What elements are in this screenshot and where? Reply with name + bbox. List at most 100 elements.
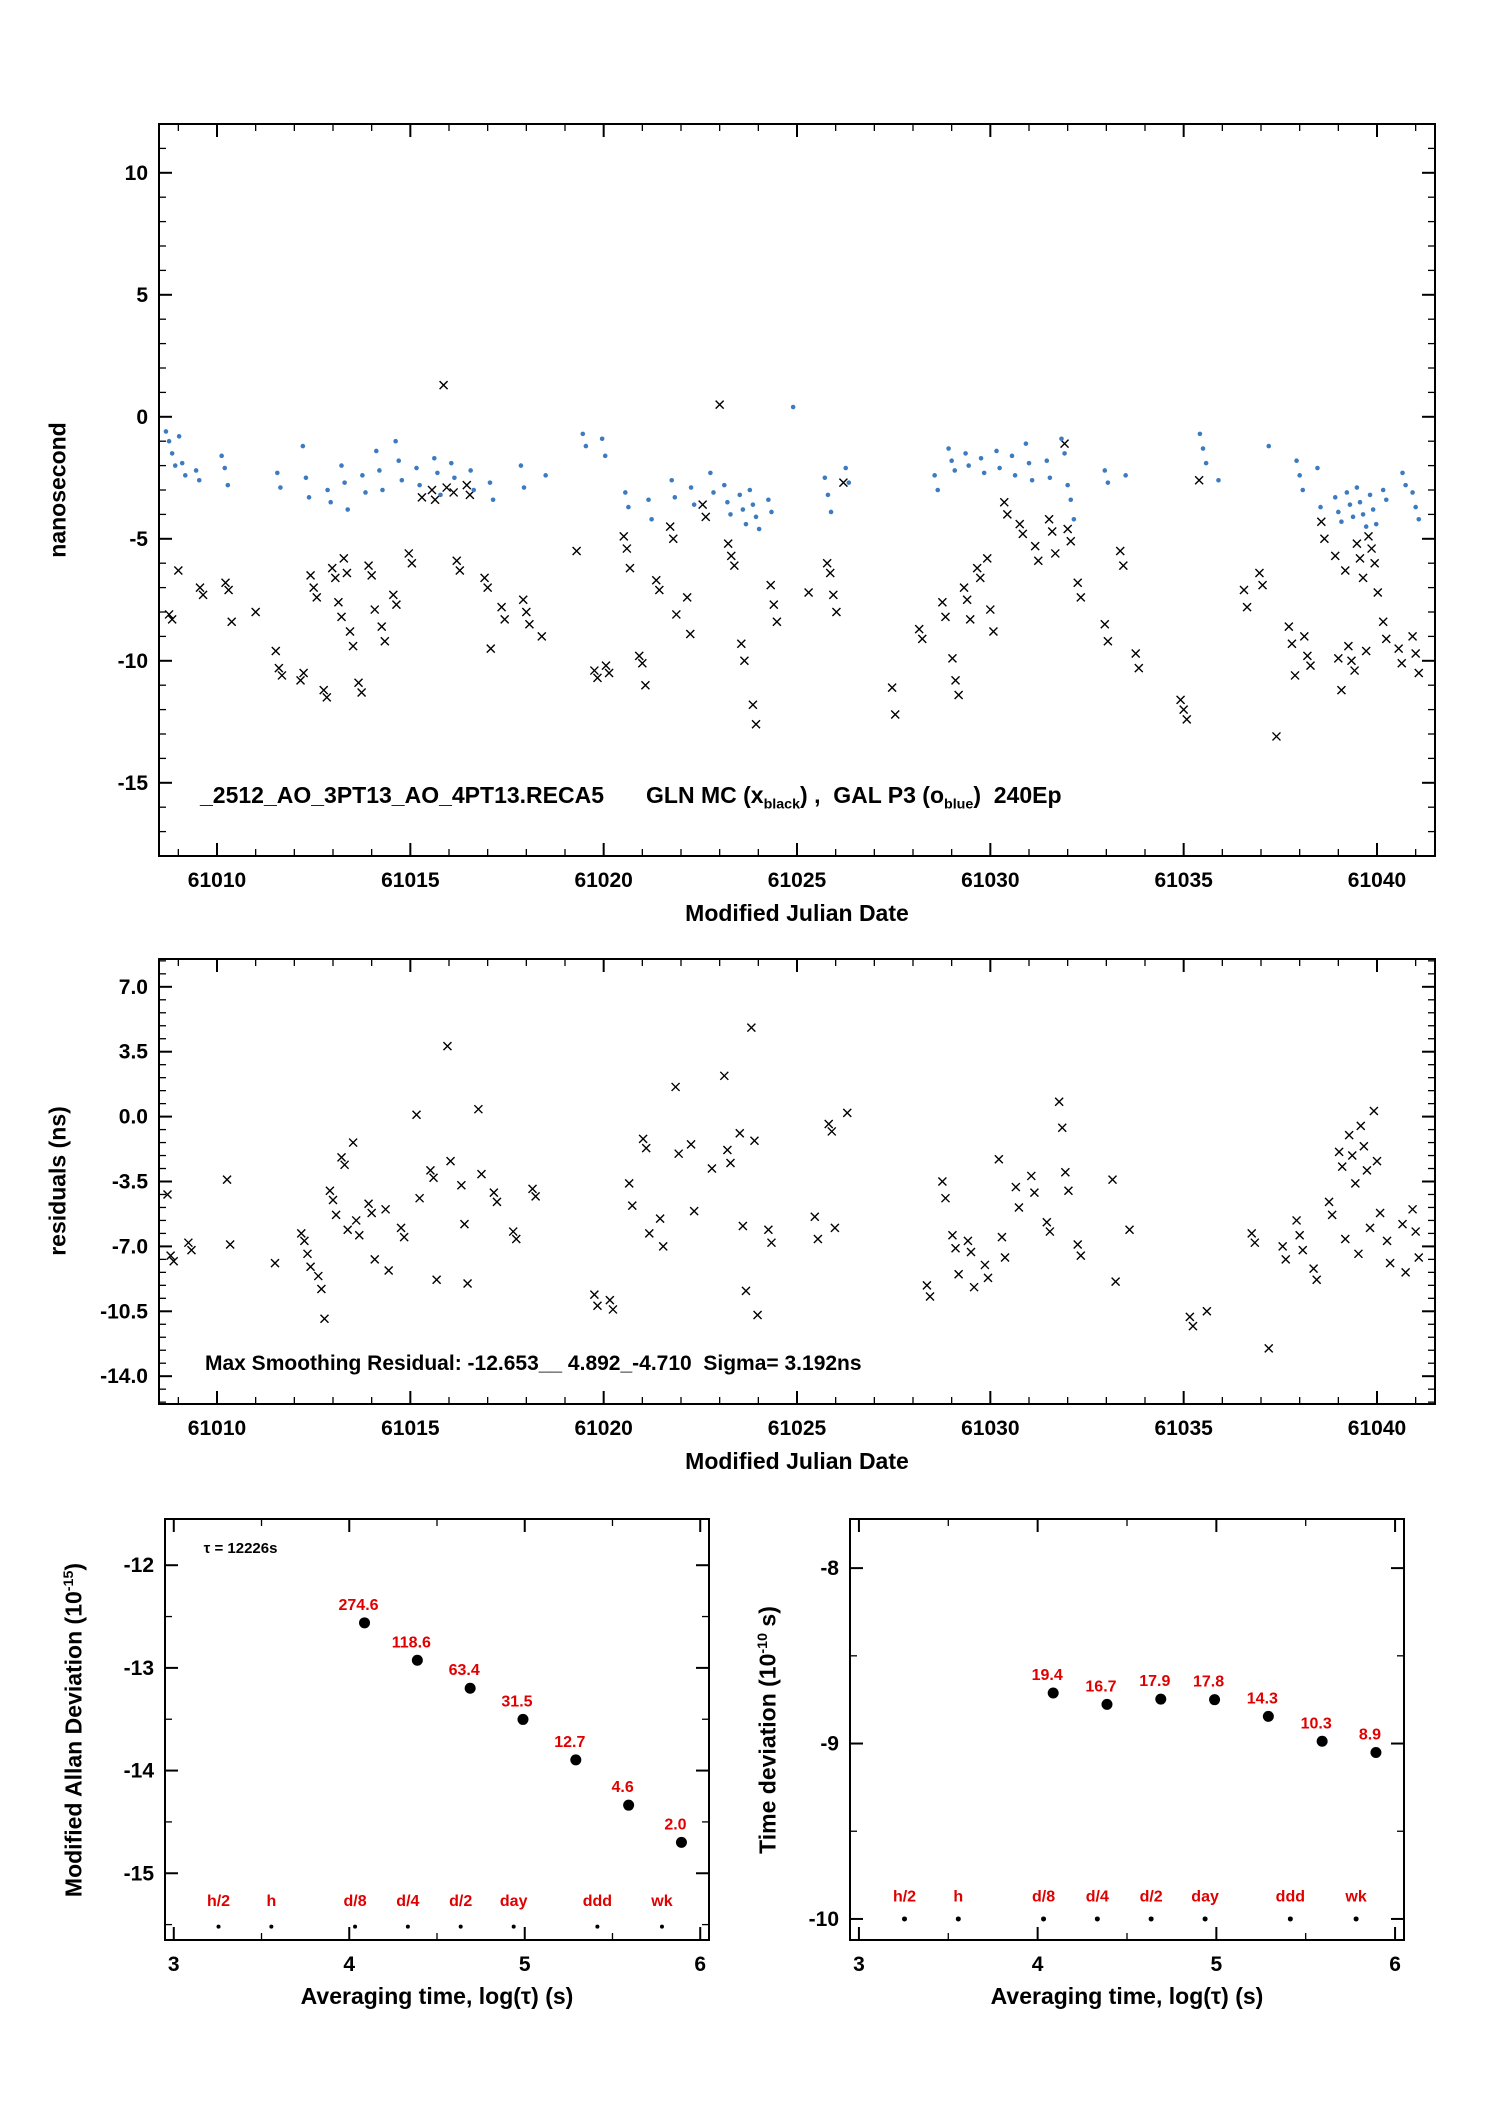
data-point-x: [399, 1232, 409, 1242]
data-point-x: [322, 692, 332, 702]
data-point-x: [455, 566, 465, 576]
data-point-x: [965, 614, 975, 624]
data-point-dot: [417, 482, 422, 488]
data-point-dot: [399, 477, 405, 483]
data-point-x: [1125, 1225, 1135, 1235]
data-point-x: [723, 539, 733, 549]
data-point-dot: [345, 507, 350, 512]
data-point-x: [641, 1143, 651, 1153]
data-point-dot: [1023, 441, 1029, 446]
data-point-dot: [1012, 473, 1018, 478]
svg-text:16.7: 16.7: [1085, 1678, 1116, 1695]
data-point-x: [638, 1134, 648, 1144]
data-point-dot: [196, 477, 202, 483]
data-point-x: [622, 544, 632, 554]
svg-text:61040: 61040: [1348, 869, 1406, 892]
data-point-x: [354, 678, 364, 688]
data-point-x: [367, 1208, 377, 1218]
data-point-x: [367, 570, 377, 580]
data-point-x: [954, 690, 964, 700]
data-point-dot: [766, 497, 771, 503]
mdev-ylabel-text: Modified Allan Deviation (10: [60, 1591, 87, 1898]
data-point-dot: [219, 453, 224, 459]
data-point-x: [473, 1104, 483, 1114]
data-point-dot: [487, 480, 493, 485]
svg-text:d/4: d/4: [396, 1893, 419, 1910]
data-point-x: [1179, 705, 1189, 715]
svg-text:4.6: 4.6: [612, 1779, 634, 1796]
data-point-dot: [978, 455, 984, 461]
data-point-x: [328, 1195, 338, 1205]
data-point-x: [1131, 648, 1141, 658]
data-point-x: [951, 1243, 961, 1253]
data-point-dot: [1297, 473, 1302, 478]
data-point-x: [198, 590, 208, 600]
period-mark-dot: [1287, 1916, 1293, 1922]
data-point-x: [725, 1158, 735, 1168]
data-point-x: [1347, 1151, 1357, 1161]
tdev-ylabel-close: s): [754, 1606, 781, 1633]
data-point-dot: [580, 431, 586, 437]
data-point-x: [813, 1234, 823, 1244]
data-point-x: [222, 1175, 232, 1185]
data-point-x: [947, 653, 957, 663]
svg-text:5: 5: [1211, 1953, 1223, 1976]
data-point-x: [319, 685, 329, 695]
data-point-dot: [966, 463, 971, 468]
data-point-x: [686, 1139, 696, 1149]
data-point-dot: [675, 1836, 687, 1848]
data-point-dot: [623, 490, 628, 495]
data-point-dot: [225, 482, 231, 488]
svg-text:h: h: [953, 1888, 963, 1905]
data-point-x: [1278, 1241, 1288, 1251]
data-point-dot: [374, 448, 379, 454]
data-point-x: [364, 1199, 374, 1209]
data-point-x: [296, 1228, 306, 1238]
data-point-dot: [1336, 509, 1341, 515]
period-mark-dot: [458, 1924, 463, 1929]
data-point-dot: [517, 1713, 529, 1725]
data-point-x: [1411, 1227, 1421, 1237]
data-point-x: [327, 563, 337, 573]
data-point-x: [224, 585, 234, 595]
data-point-x: [1026, 1171, 1036, 1181]
data-point-x: [969, 1282, 979, 1292]
data-point-x: [163, 1189, 173, 1199]
data-point-x: [937, 1177, 947, 1186]
data-point-x: [604, 668, 614, 678]
data-point-x: [637, 658, 647, 668]
data-point-x: [306, 1262, 316, 1272]
data-point-x: [674, 1149, 684, 1159]
data-point-x: [738, 1221, 748, 1231]
data-point-x: [831, 607, 841, 617]
data-point-x: [518, 595, 528, 605]
data-point-dot: [166, 438, 172, 444]
svg-text:17.9: 17.9: [1139, 1673, 1170, 1690]
data-point-x: [342, 568, 352, 578]
svg-text:d/2: d/2: [1140, 1888, 1163, 1905]
data-point-x: [1359, 1141, 1369, 1151]
data-point-x: [954, 1269, 964, 1279]
data-point-x: [1372, 1156, 1382, 1166]
data-point-dot: [1350, 514, 1356, 520]
data-point-x: [1176, 695, 1186, 705]
data-point-dot: [1029, 477, 1035, 483]
data-point-x: [763, 1225, 773, 1235]
svg-text:61035: 61035: [1154, 869, 1213, 892]
data-point-x: [769, 600, 779, 610]
svg-text:19.4: 19.4: [1032, 1667, 1063, 1684]
data-point-x: [299, 1236, 309, 1246]
data-point-x: [1202, 1306, 1212, 1316]
data-point-x: [412, 1110, 422, 1120]
data-point-dot: [672, 495, 678, 500]
data-point-dot: [737, 492, 743, 498]
svg-text:5: 5: [136, 284, 148, 307]
data-point-x: [319, 1314, 329, 1324]
data-point-dot: [1262, 1710, 1274, 1722]
data-point-x: [348, 641, 358, 651]
data-point-x: [306, 570, 316, 580]
residual-stats-annotation: Max Smoothing Residual: -12.653__ 4.892_…: [205, 1352, 862, 1375]
data-point-dot: [994, 448, 999, 454]
middle-x-axis-label: Modified Julian Date: [685, 1448, 909, 1474]
data-point-x: [312, 592, 322, 602]
